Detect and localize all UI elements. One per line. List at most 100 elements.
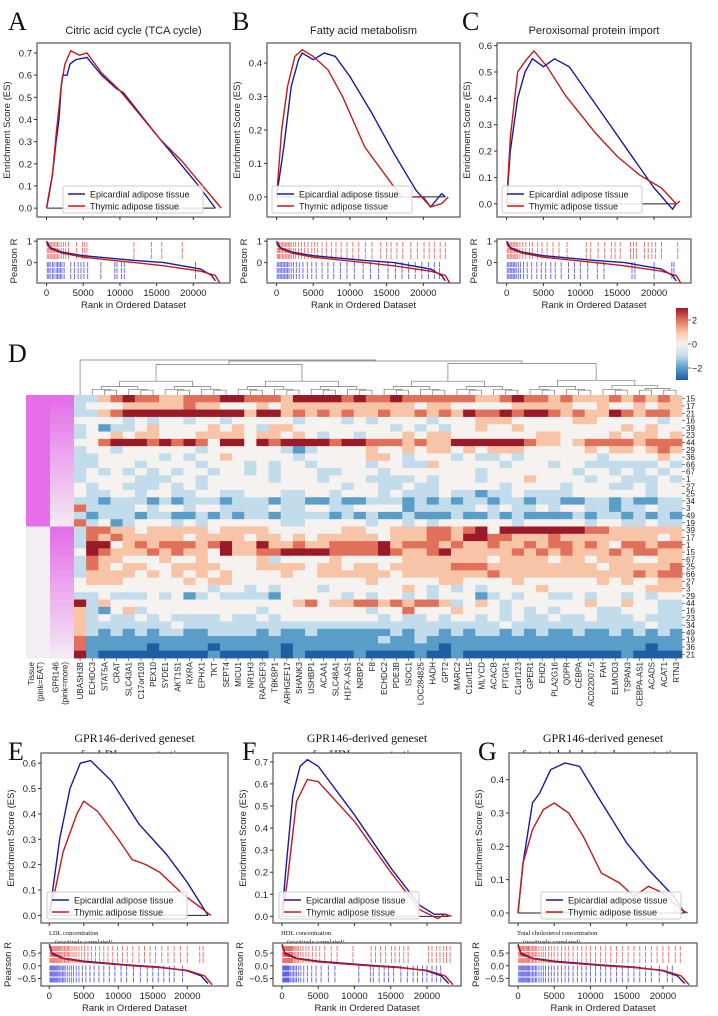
heatmap-cell [232, 541, 245, 549]
heatmap-cell [463, 460, 476, 469]
heatmap-cell [329, 482, 342, 491]
gpr146-cell [50, 541, 75, 549]
heatmap-cell [378, 606, 391, 615]
heatmap-cell [122, 526, 136, 535]
panel-title: Peroxisomal protein import [529, 25, 660, 37]
es-axis-label: Enrichment Score (ES) [474, 789, 485, 886]
heatmap-cell [572, 504, 586, 513]
gpr146-cell [50, 438, 75, 447]
heatmap-cell [633, 511, 646, 520]
heatmap-cell [463, 409, 476, 418]
heatmap-cell [280, 584, 294, 593]
heatmap-cell [487, 533, 500, 542]
heatmap-cell [475, 533, 488, 542]
heatmap-cell [523, 606, 537, 615]
heatmap-cell [414, 482, 428, 491]
heatmap-cell [159, 416, 172, 425]
heatmap-cell [305, 533, 318, 542]
heatmap-cell [219, 541, 233, 549]
heatmap-cell [621, 409, 634, 418]
heatmap-cell [74, 533, 87, 542]
heatmap-cell [657, 548, 671, 557]
heatmap-cell [159, 606, 172, 615]
heatmap-cell [183, 453, 196, 462]
heatmap-cell [487, 614, 500, 622]
heatmap-cell [365, 570, 379, 579]
heatmap-cell [499, 395, 513, 403]
tissue-cell [26, 555, 51, 564]
heatmap-cell [171, 511, 184, 520]
heatmap-cell [463, 614, 476, 622]
gpr146-cell [50, 482, 75, 491]
heatmap-cell [305, 431, 318, 440]
heatmap-cell [159, 504, 172, 513]
heatmap-cell [657, 621, 671, 630]
heatmap-cell [487, 636, 500, 644]
gpr146-cell [50, 570, 75, 579]
heatmap-cell [317, 584, 330, 593]
heatmap-cell [633, 563, 646, 571]
heatmap-cell [511, 438, 525, 447]
heatmap-cell [645, 555, 659, 564]
legend-label: Epicardial adipose tissue [568, 896, 668, 906]
heatmap-cell [134, 606, 148, 615]
heatmap-cell [341, 570, 355, 579]
x-tick-label: 5000 [544, 991, 565, 1002]
dendrogram-branch [319, 386, 358, 390]
heatmap-cell [536, 526, 549, 535]
heatmap-cell [183, 497, 196, 505]
heatmap-cell [305, 563, 318, 571]
heatmap-cell [475, 584, 488, 593]
heatmap-cell [329, 409, 342, 418]
heatmap-cell [390, 563, 403, 571]
heatmap-cell [98, 606, 111, 615]
heatmap-cell [280, 497, 294, 505]
heatmap-cell [390, 468, 403, 476]
heatmap-cell [487, 526, 500, 535]
heatmap-cell [463, 497, 476, 505]
heatmap-cell [365, 511, 379, 520]
heatmap-cell [669, 504, 683, 513]
heatmap-cell [438, 468, 452, 476]
heatmap-cell [645, 636, 659, 644]
heatmap-cell [110, 533, 124, 542]
heatmap-cell [511, 489, 525, 498]
heatmap-cell [219, 533, 233, 542]
heatmap-cell [244, 504, 257, 513]
heatmap-cell [536, 570, 549, 579]
heatmap-cell [596, 570, 610, 579]
heatmap-cell [268, 650, 282, 659]
y-tick-label: 0.5 [491, 949, 504, 960]
heatmap-cell [402, 577, 415, 586]
heatmap-cell [329, 584, 342, 593]
heatmap-cell [487, 584, 500, 593]
gpr146-cell [50, 468, 75, 476]
heatmap-cell [438, 541, 452, 549]
heatmap-cell [633, 482, 646, 491]
heatmap-cell [183, 526, 196, 535]
column-label: TKT [210, 662, 219, 677]
heatmap-cell [256, 424, 269, 432]
dendrogram-branch [663, 389, 677, 395]
heatmap-cell [390, 606, 403, 615]
heatmap-cell [232, 409, 245, 418]
heatmap-cell [499, 599, 513, 608]
heatmap-cell [475, 614, 488, 622]
heatmap-cell [86, 592, 99, 600]
heatmap-cell [596, 548, 610, 557]
heatmap-cell [438, 555, 452, 564]
heatmap-cell [414, 621, 428, 630]
heatmap-cell [207, 416, 221, 425]
heatmap-cell [596, 460, 610, 469]
heatmap-cell [86, 409, 99, 418]
heatmap-cell [450, 621, 464, 630]
heatmap-cell [414, 416, 428, 425]
heatmap-cell [414, 577, 428, 586]
heatmap-cell [511, 636, 525, 644]
row-label: 36 [686, 643, 695, 652]
heatmap-cell [560, 497, 573, 505]
heatmap-cell [146, 416, 160, 425]
heatmap-cell [329, 402, 342, 411]
heatmap-cell [378, 438, 391, 447]
